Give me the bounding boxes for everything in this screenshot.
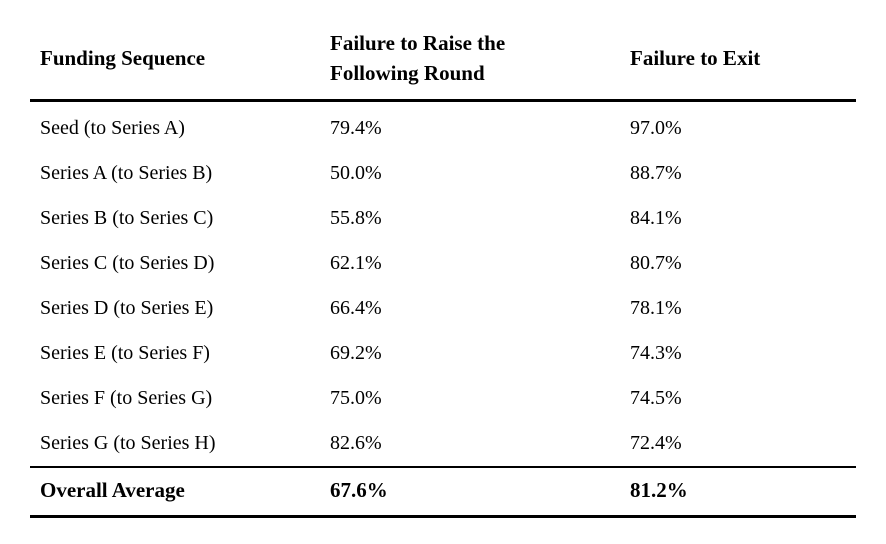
failure-to-exit-cell: 74.5% (630, 386, 682, 409)
table-row: Series D (to Series E) 66.4% 78.1% (30, 286, 856, 331)
funding-sequence-cell: Series A (to Series B) (40, 161, 213, 184)
column-header-funding-sequence: Funding Sequence (30, 14, 320, 102)
funding-sequence-cell: Series C (to Series D) (40, 251, 215, 274)
failure-to-raise-cell: 55.8% (330, 206, 382, 229)
table-row: Seed (to Series A) 79.4% 97.0% (30, 100, 856, 151)
failure-to-raise-cell: 62.1% (330, 251, 382, 274)
table-container: Funding Sequence Failure to Raise the Fo… (30, 14, 856, 518)
failure-to-exit-cell: 84.1% (630, 206, 682, 229)
overall-average-failure-to-raise: 67.6% (320, 465, 620, 518)
failure-to-raise-cell: 75.0% (330, 386, 382, 409)
overall-average-label: Overall Average (30, 465, 320, 518)
failure-to-exit-cell: 72.4% (630, 431, 682, 454)
failure-to-exit-cell: 74.3% (630, 341, 682, 364)
funding-sequence-cell: Series E (to Series F) (40, 341, 210, 364)
failure-to-exit-cell: 97.0% (630, 116, 682, 139)
failure-to-raise-cell: 66.4% (330, 296, 382, 319)
column-header-failure-to-exit: Failure to Exit (620, 14, 856, 102)
failure-to-raise-cell: 69.2% (330, 341, 382, 364)
table-row: Series E (to Series F) 69.2% 74.3% (30, 331, 856, 376)
table-row: Series F (to Series G) 75.0% 74.5% (30, 376, 856, 421)
failure-to-raise-cell: 50.0% (330, 161, 382, 184)
failure-to-exit-cell: 88.7% (630, 161, 682, 184)
header-row: Funding Sequence Failure to Raise the Fo… (30, 14, 856, 102)
failure-to-raise-cell: 82.6% (330, 431, 382, 454)
failure-to-exit-cell: 78.1% (630, 296, 682, 319)
overall-average-failure-to-exit: 81.2% (620, 465, 856, 518)
failure-to-raise-cell: 79.4% (330, 116, 382, 139)
overall-average-row: Overall Average 67.6% 81.2% (30, 465, 856, 518)
table-row: Series G (to Series H) 82.6% 72.4% (30, 421, 856, 467)
funding-sequence-cell: Series G (to Series H) (40, 431, 216, 454)
table-row: Series B (to Series C) 55.8% 84.1% (30, 196, 856, 241)
table-row: Series A (to Series B) 50.0% 88.7% (30, 151, 856, 196)
funding-failure-table: Funding Sequence Failure to Raise the Fo… (30, 14, 856, 518)
funding-sequence-cell: Seed (to Series A) (40, 116, 185, 139)
funding-sequence-cell: Series D (to Series E) (40, 296, 214, 319)
funding-sequence-cell: Series F (to Series G) (40, 386, 213, 409)
funding-sequence-cell: Series B (to Series C) (40, 206, 214, 229)
column-header-failure-to-raise: Failure to Raise the Following Round (320, 14, 620, 102)
failure-to-exit-cell: 80.7% (630, 251, 682, 274)
table-row: Series C (to Series D) 62.1% 80.7% (30, 241, 856, 286)
